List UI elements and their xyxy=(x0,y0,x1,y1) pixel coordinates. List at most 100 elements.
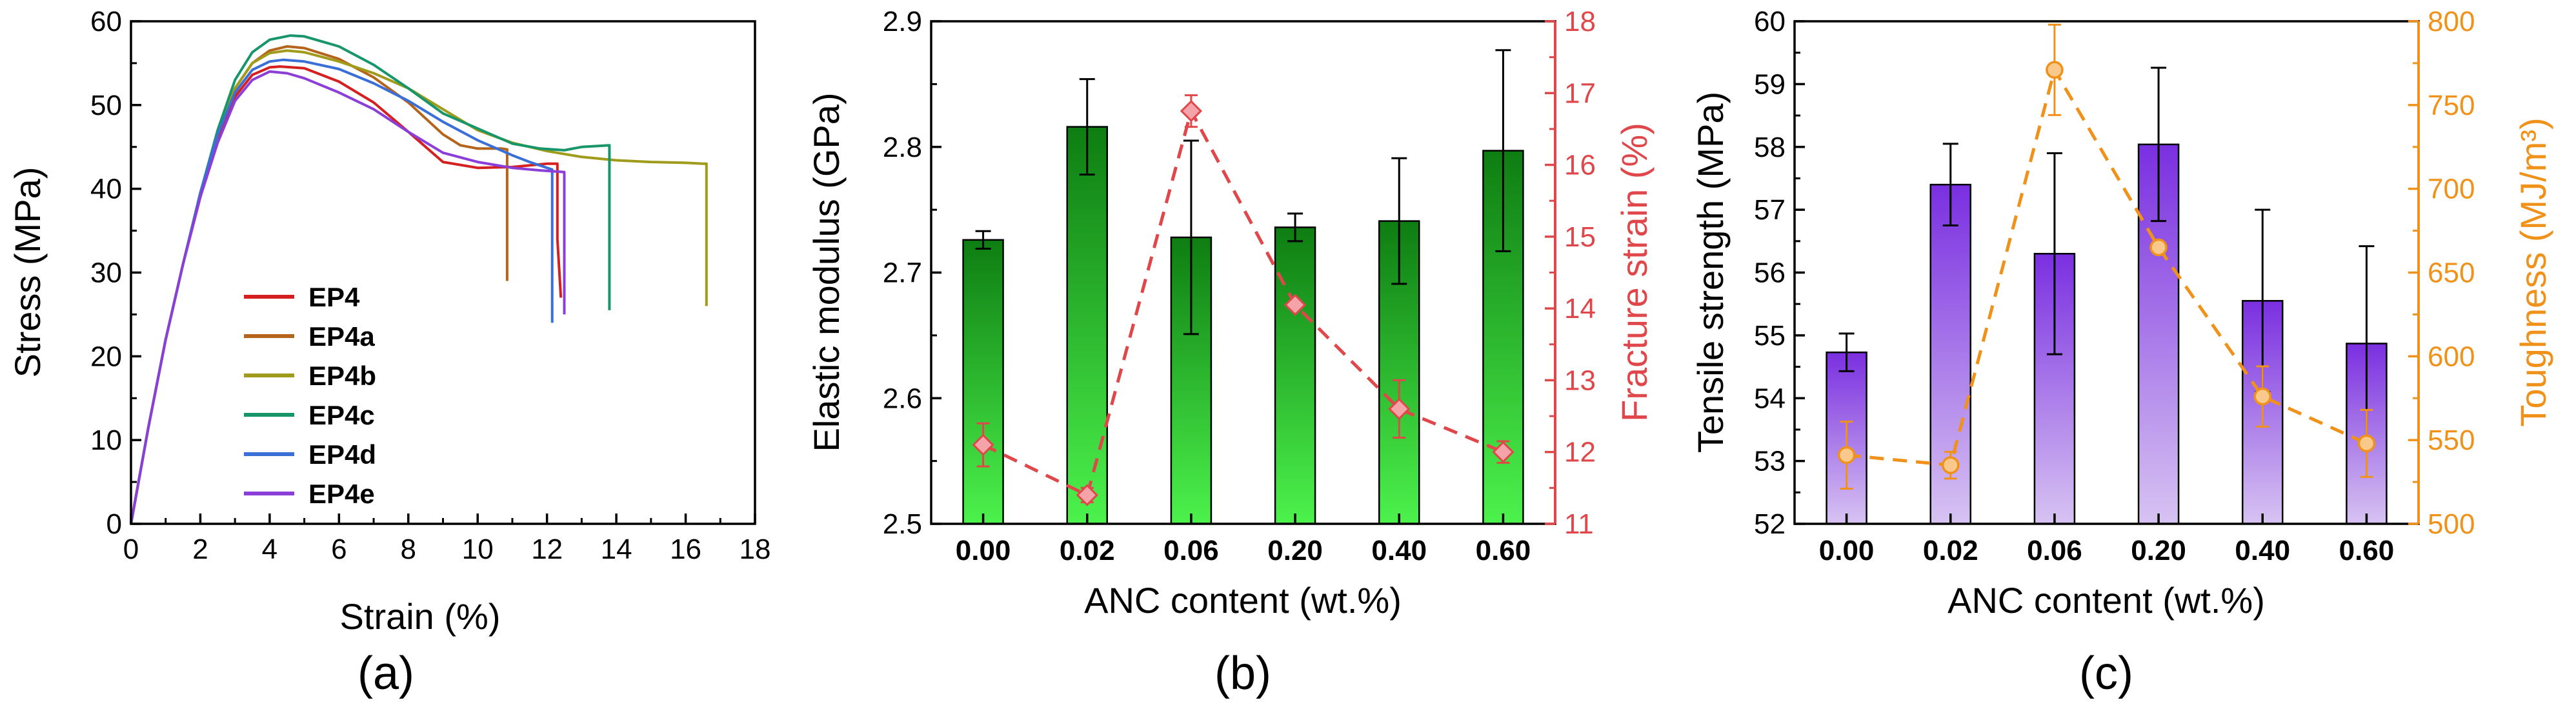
x-tick-label: 10 xyxy=(462,534,494,565)
x-tick-label: 4 xyxy=(262,534,277,565)
bar xyxy=(1066,126,1108,525)
data-point-diamond xyxy=(1388,397,1411,421)
y2-tick-label: 550 xyxy=(2428,424,2475,456)
data-point-diamond xyxy=(1283,294,1307,316)
y-tick-label: 60 xyxy=(90,6,122,37)
legend-label: EP4a xyxy=(308,321,375,352)
panel-c-plot-layer xyxy=(1826,23,2388,525)
x-tick-label: 0.40 xyxy=(2235,535,2290,566)
panel-a-plot-layer xyxy=(130,34,708,524)
panel-a-ticks: 0 2 4 6 8 10 12 14 16 18 0 10 20 30 40 50 60 xyxy=(90,6,770,565)
y-tick-label: 52 xyxy=(1754,508,1786,540)
x-tick-label: 0.02 xyxy=(1060,535,1115,566)
curve-ep4e xyxy=(130,70,566,524)
bar xyxy=(1170,236,1213,525)
y-tick-label: 56 xyxy=(1754,257,1786,289)
x-tick-label: 0.20 xyxy=(1267,535,1323,566)
x-tick-label: 0.60 xyxy=(2339,535,2395,566)
bar xyxy=(962,239,1004,525)
panel-b-x-axis-title: ANC content (wt.%) xyxy=(1084,580,1402,621)
x-tick-label: 0.20 xyxy=(2131,535,2186,566)
y2-tick-label: 17 xyxy=(1564,77,1596,109)
x-tick-label: 0.00 xyxy=(956,535,1011,566)
panel-b-plot-frame xyxy=(930,20,1556,525)
y2-tick-label: 750 xyxy=(2428,90,2475,121)
x-tick-label: 18 xyxy=(740,534,771,565)
panel-c-strength-toughness-chart: 0.00 0.02 0.06 0.20 0.40 0.60 52 53 54 55 56 57 58 59… xyxy=(1690,6,2553,699)
y2-tick-label: 650 xyxy=(2428,257,2475,289)
legend-label: EP4b xyxy=(308,361,376,391)
data-point-diamond xyxy=(1076,484,1098,506)
y2-tick-label: 18 xyxy=(1564,6,1596,37)
y-tick-label: 0 xyxy=(106,508,122,540)
y-tick-label: 53 xyxy=(1754,446,1786,477)
x-tick-label: 0.00 xyxy=(1819,535,1875,566)
y-tick-label: 2.6 xyxy=(883,383,922,414)
y2-tick-label: 11 xyxy=(1564,508,1594,540)
y2-tick-label: 800 xyxy=(2428,6,2475,37)
legend-label: EP4c xyxy=(308,400,375,430)
y-tick-label: 2.9 xyxy=(883,6,922,37)
panel-a-legend: EP4 EP4a EP4b EP4c EP4d EP4e xyxy=(244,282,376,509)
y2-tick-label: 14 xyxy=(1564,293,1596,324)
x-tick-label: 0.06 xyxy=(2027,535,2082,566)
y-tick-label: 2.8 xyxy=(883,132,922,163)
panel-a-x-axis-title: Strain (%) xyxy=(340,596,501,637)
panel-b-ticks: 0.00 0.02 0.06 0.20 0.40 0.60 2.5 2.6 2.7 2.8 2.9 1… xyxy=(883,6,1596,566)
panel-b-y2-axis-title: Fracture strain (%) xyxy=(1614,123,1655,422)
data-point-diamond xyxy=(1180,99,1203,123)
y-tick-label: 2.5 xyxy=(883,508,922,540)
panel-b-plot-layer xyxy=(962,49,1524,525)
y-tick-label: 60 xyxy=(1754,6,1786,37)
panel-c-x-axis-title: ANC content (wt.%) xyxy=(1947,580,2265,621)
trend-line xyxy=(1846,65,2368,467)
data-point-circle xyxy=(1942,456,1960,474)
x-tick-label: 12 xyxy=(531,534,563,565)
x-tick-label: 14 xyxy=(601,534,632,565)
x-tick-label: 0.40 xyxy=(1371,535,1427,566)
x-tick-label: 16 xyxy=(670,534,701,565)
y2-tick-label: 16 xyxy=(1564,150,1596,181)
curve-ep4b xyxy=(130,49,708,524)
data-point-circle xyxy=(1837,446,1856,464)
data-point-circle xyxy=(2357,434,2376,453)
y-tick-label: 50 xyxy=(90,90,122,121)
panel-b-modulus-strain-chart: 0.00 0.02 0.06 0.20 0.40 0.60 2.5 2.6 2.7 2.8 2.9 1… xyxy=(806,6,1655,699)
y2-tick-label: 500 xyxy=(2428,508,2475,540)
y-tick-label: 20 xyxy=(90,341,122,372)
panel-c-plot-frame xyxy=(1793,20,2420,525)
data-point-diamond xyxy=(1492,441,1514,463)
y-tick-label: 30 xyxy=(90,257,122,289)
panel-c-ticks: 0.00 0.02 0.06 0.20 0.40 0.60 52 53 54 55 56 57 58 59… xyxy=(1754,6,2475,566)
y-tick-label: 2.7 xyxy=(883,257,922,289)
legend-label: EP4e xyxy=(308,479,375,509)
y-tick-label: 55 xyxy=(1754,320,1786,352)
y-tick-label: 58 xyxy=(1754,132,1786,163)
x-tick-label: 2 xyxy=(192,534,208,565)
x-tick-label: 0.06 xyxy=(1163,535,1219,566)
y-tick-label: 10 xyxy=(90,424,122,456)
data-point-circle xyxy=(2149,238,2168,257)
data-point-circle xyxy=(2046,61,2064,79)
x-tick-label: 0 xyxy=(123,534,139,565)
bar xyxy=(1274,226,1316,525)
legend-label: EP4d xyxy=(308,439,376,470)
trend-line xyxy=(982,106,1504,498)
panel-c-y2-axis-title: Toughness (MJ/m³) xyxy=(2513,117,2553,426)
y2-tick-label: 13 xyxy=(1564,364,1596,396)
data-point-circle xyxy=(2253,387,2271,406)
y-tick-label: 54 xyxy=(1754,383,1786,414)
panel-a-plot-frame xyxy=(130,20,756,525)
y-tick-label: 59 xyxy=(1754,68,1786,100)
y2-tick-label: 12 xyxy=(1564,437,1596,468)
data-point-diamond xyxy=(972,434,994,456)
x-tick-label: 6 xyxy=(331,534,347,565)
panel-a-stress-strain-chart: 0 2 4 6 8 10 12 14 16 18 0 10 20 30 40 50 60 EP4 EP4a EP4b… xyxy=(7,6,770,699)
panel-c-y-axis-title: Tensile strength (MPa) xyxy=(1690,92,1731,453)
x-tick-label: 0.02 xyxy=(1923,535,1978,566)
y2-tick-label: 700 xyxy=(2428,174,2475,205)
y-tick-label: 57 xyxy=(1754,194,1786,226)
panel-b-label: (b) xyxy=(1214,648,1271,699)
y-tick-label: 40 xyxy=(90,174,122,205)
